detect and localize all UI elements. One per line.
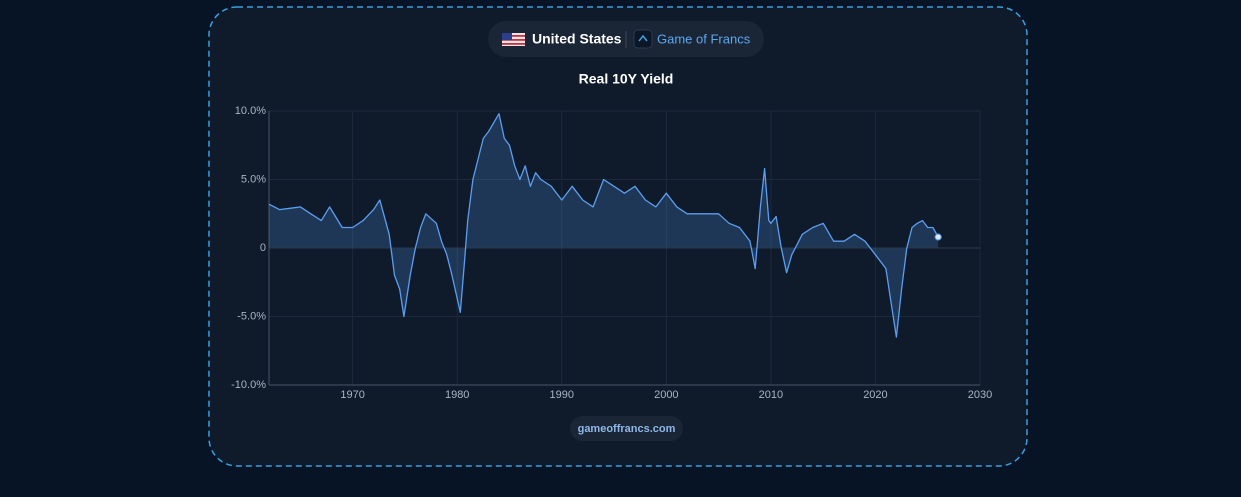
- plot: -10.0% -5.0% 0 5.0% 10.0% 1970 1980 1990 2000 201…: [231, 105, 992, 401]
- end-point: [934, 233, 942, 241]
- x-tick-label: 2030: [968, 389, 992, 401]
- x-tick-label: 2020: [863, 389, 887, 401]
- y-tick-label: 10.0%: [235, 105, 266, 117]
- y-tick-label: 0: [260, 242, 266, 254]
- line: [268, 113, 939, 338]
- brand-icon-glyph: [638, 34, 648, 42]
- y-tick-label: -5.0%: [237, 310, 266, 322]
- brand-icon: [633, 29, 653, 49]
- x-tick-label: 2010: [759, 389, 783, 401]
- country-name: United States: [532, 31, 622, 47]
- footer-site: gameoffrancs.com: [578, 423, 676, 435]
- footer-pill: [570, 416, 683, 441]
- y-tick-label: -10.0%: [231, 379, 266, 391]
- card: [208, 6, 1028, 467]
- x-tick-label: 2000: [654, 389, 678, 401]
- brand-name: Game of Francs: [657, 31, 751, 46]
- x-tick-label: 1970: [340, 389, 364, 401]
- chart-title: Real 10Y Yield: [579, 71, 674, 87]
- x-tick-label: 1980: [445, 389, 469, 401]
- area: [269, 113, 939, 338]
- flag: [502, 33, 525, 46]
- x-tick-label: 1990: [550, 389, 574, 401]
- y-tick-label: 5.0%: [241, 173, 266, 185]
